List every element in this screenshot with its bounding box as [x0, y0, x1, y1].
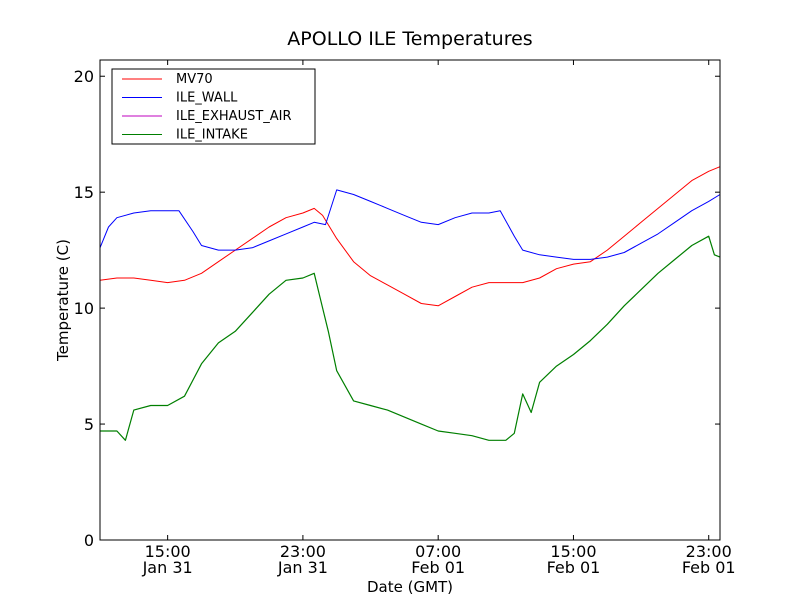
x-tick-label-time: 07:00: [415, 542, 461, 561]
x-tick-label-date: Feb 01: [547, 558, 601, 577]
series-line-mv70: [99, 166, 721, 307]
y-axis-label: Temperature (C): [54, 239, 72, 362]
y-tick-label: 0: [84, 531, 94, 550]
x-axis-label: Date (GMT): [367, 578, 453, 596]
x-tick-label-time: 15:00: [145, 542, 191, 561]
legend-entry-label: ILE_INTAKE: [176, 128, 248, 143]
x-tick-label-time: 15:00: [550, 542, 596, 561]
x-tick-label-time: 23:00: [280, 542, 326, 561]
legend-entry-label: ILE_EXHAUST_AIR: [176, 109, 292, 124]
series-line-ile-wall: [99, 189, 721, 260]
plot-frame: [99, 59, 721, 541]
y-axis: 0 5 10 15 20: [74, 67, 720, 550]
legend-entry-label: MV70: [176, 72, 213, 87]
chart-title: APOLLO ILE Temperatures: [287, 28, 532, 50]
legend: MV70 ILE_WALL ILE_EXHAUST_AIR ILE_INTAKE: [111, 68, 316, 145]
legend-entry-label: ILE_WALL: [176, 91, 238, 106]
x-tick-label-date: Feb 01: [411, 558, 465, 577]
series-layer: [99, 166, 721, 441]
y-tick-label: 10: [74, 299, 94, 318]
x-tick-label-date: Jan 31: [277, 558, 328, 577]
x-tick-label-time: 23:00: [686, 542, 732, 561]
y-tick-label: 5: [84, 415, 94, 434]
x-tick-label-date: Feb 01: [682, 558, 736, 577]
y-tick-label: 15: [74, 183, 94, 202]
series-line-ile-intake: [100, 235, 721, 441]
legend-box: [111, 68, 316, 145]
x-tick-label-date: Jan 31: [142, 558, 193, 577]
y-tick-label: 20: [74, 67, 94, 86]
